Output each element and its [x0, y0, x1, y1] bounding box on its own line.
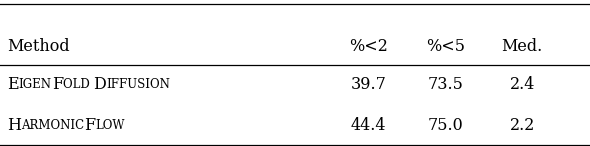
Text: 73.5: 73.5	[428, 76, 463, 93]
Text: D: D	[93, 76, 106, 93]
Text: %<2: %<2	[349, 38, 388, 55]
Text: LOW: LOW	[96, 119, 125, 132]
Text: F: F	[84, 117, 96, 134]
Text: ARMONIC: ARMONIC	[21, 119, 84, 132]
Text: IGEN: IGEN	[19, 78, 52, 91]
Text: F: F	[52, 76, 63, 93]
Text: E: E	[7, 76, 19, 93]
Text: IFFUSION: IFFUSION	[106, 78, 170, 91]
Text: H: H	[7, 117, 21, 134]
Text: %<5: %<5	[426, 38, 465, 55]
Text: Med.: Med.	[502, 38, 543, 55]
Text: 44.4: 44.4	[351, 117, 386, 134]
Text: 2.4: 2.4	[509, 76, 535, 93]
Text: 75.0: 75.0	[428, 117, 463, 134]
Text: Method: Method	[7, 38, 70, 55]
Text: 2.2: 2.2	[509, 117, 535, 134]
Text: OLD: OLD	[63, 78, 93, 91]
Text: 39.7: 39.7	[351, 76, 386, 93]
